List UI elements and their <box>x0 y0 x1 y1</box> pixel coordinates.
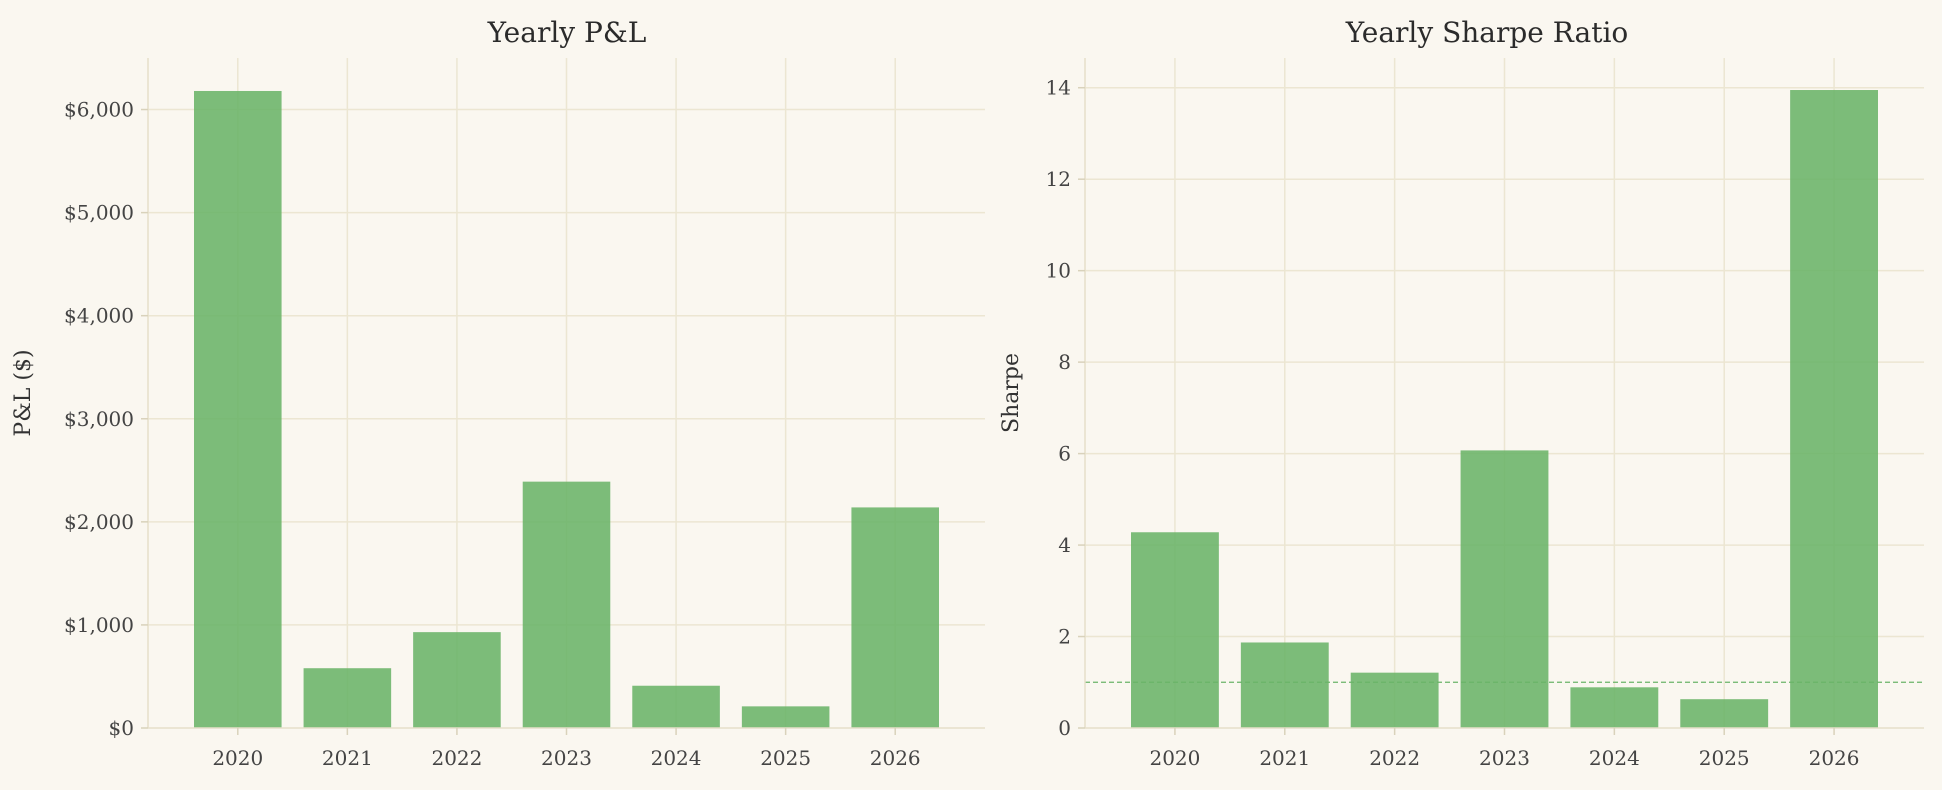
pnl-bar-2026 <box>851 507 939 728</box>
pnl-bar-2025 <box>741 706 830 728</box>
pnl-ytick-label: $4,000 <box>64 304 134 328</box>
sharpe-bar-2021 <box>1240 642 1329 728</box>
sharpe-ytick-label: 4 <box>1058 533 1071 557</box>
pnl-xtick-label: 2020 <box>212 746 263 770</box>
sharpe-title: Yearly Sharpe Ratio <box>1345 16 1629 49</box>
sharpe-xtick-label: 2023 <box>1479 746 1530 770</box>
sharpe-bar-2023 <box>1460 450 1549 728</box>
pnl-bar-2024 <box>632 685 720 728</box>
sharpe-ylabel: Sharpe <box>999 353 1024 433</box>
pnl-bar-2023 <box>522 481 611 728</box>
sharpe-ytick-label: 12 <box>1046 167 1071 191</box>
sharpe-bar-2026 <box>1790 90 1878 728</box>
sharpe-ytick-label: 6 <box>1058 442 1071 466</box>
sharpe-bar-2024 <box>1570 687 1659 728</box>
pnl-bar-2020 <box>194 90 282 728</box>
sharpe-chart: 0 2 4 6 8 10 12 14 2020 2021 2022 2023 2024 2025 2026 Y… <box>999 16 1924 770</box>
sharpe-xtick-label: 2025 <box>1699 746 1750 770</box>
pnl-ytick-label: $6,000 <box>64 98 134 122</box>
pnl-ytick-label: $3,000 <box>64 407 134 431</box>
pnl-ytick-label: $0 <box>109 716 134 740</box>
pnl-xtick-label: 2024 <box>651 746 702 770</box>
pnl-xtick-label: 2023 <box>541 746 592 770</box>
sharpe-ytick-label: 10 <box>1046 259 1071 283</box>
sharpe-ytick-label: 14 <box>1046 76 1071 100</box>
sharpe-xtick-label: 2021 <box>1259 746 1310 770</box>
sharpe-ytick-label: 0 <box>1058 716 1071 740</box>
pnl-ytick-label: $5,000 <box>64 201 134 225</box>
sharpe-bar-2022 <box>1350 672 1439 728</box>
sharpe-xtick-label: 2026 <box>1809 746 1860 770</box>
pnl-xtick-label: 2026 <box>870 746 921 770</box>
sharpe-xtick-label: 2024 <box>1589 746 1640 770</box>
sharpe-bar-2025 <box>1680 699 1769 728</box>
sharpe-xtick-label: 2020 <box>1149 746 1200 770</box>
pnl-title: Yearly P&L <box>487 16 647 49</box>
sharpe-bar-2020 <box>1131 532 1219 728</box>
pnl-bar-2022 <box>413 632 501 728</box>
pnl-ytick-label: $1,000 <box>64 613 134 637</box>
sharpe-ytick-label: 8 <box>1058 350 1071 374</box>
sharpe-ytick-label: 2 <box>1058 625 1071 649</box>
pnl-chart: $0 $1,000 $2,000 $3,000 $4,000 $5,000 $6,000 20… <box>11 16 985 770</box>
pnl-xtick-label: 2022 <box>431 746 482 770</box>
pnl-xtick-label: 2025 <box>760 746 811 770</box>
pnl-bar-2021 <box>303 668 392 728</box>
pnl-xtick-label: 2021 <box>322 746 373 770</box>
pnl-ylabel: P&L ($) <box>11 349 36 436</box>
pnl-ytick-label: $2,000 <box>64 510 134 534</box>
sharpe-xtick-label: 2022 <box>1369 746 1420 770</box>
